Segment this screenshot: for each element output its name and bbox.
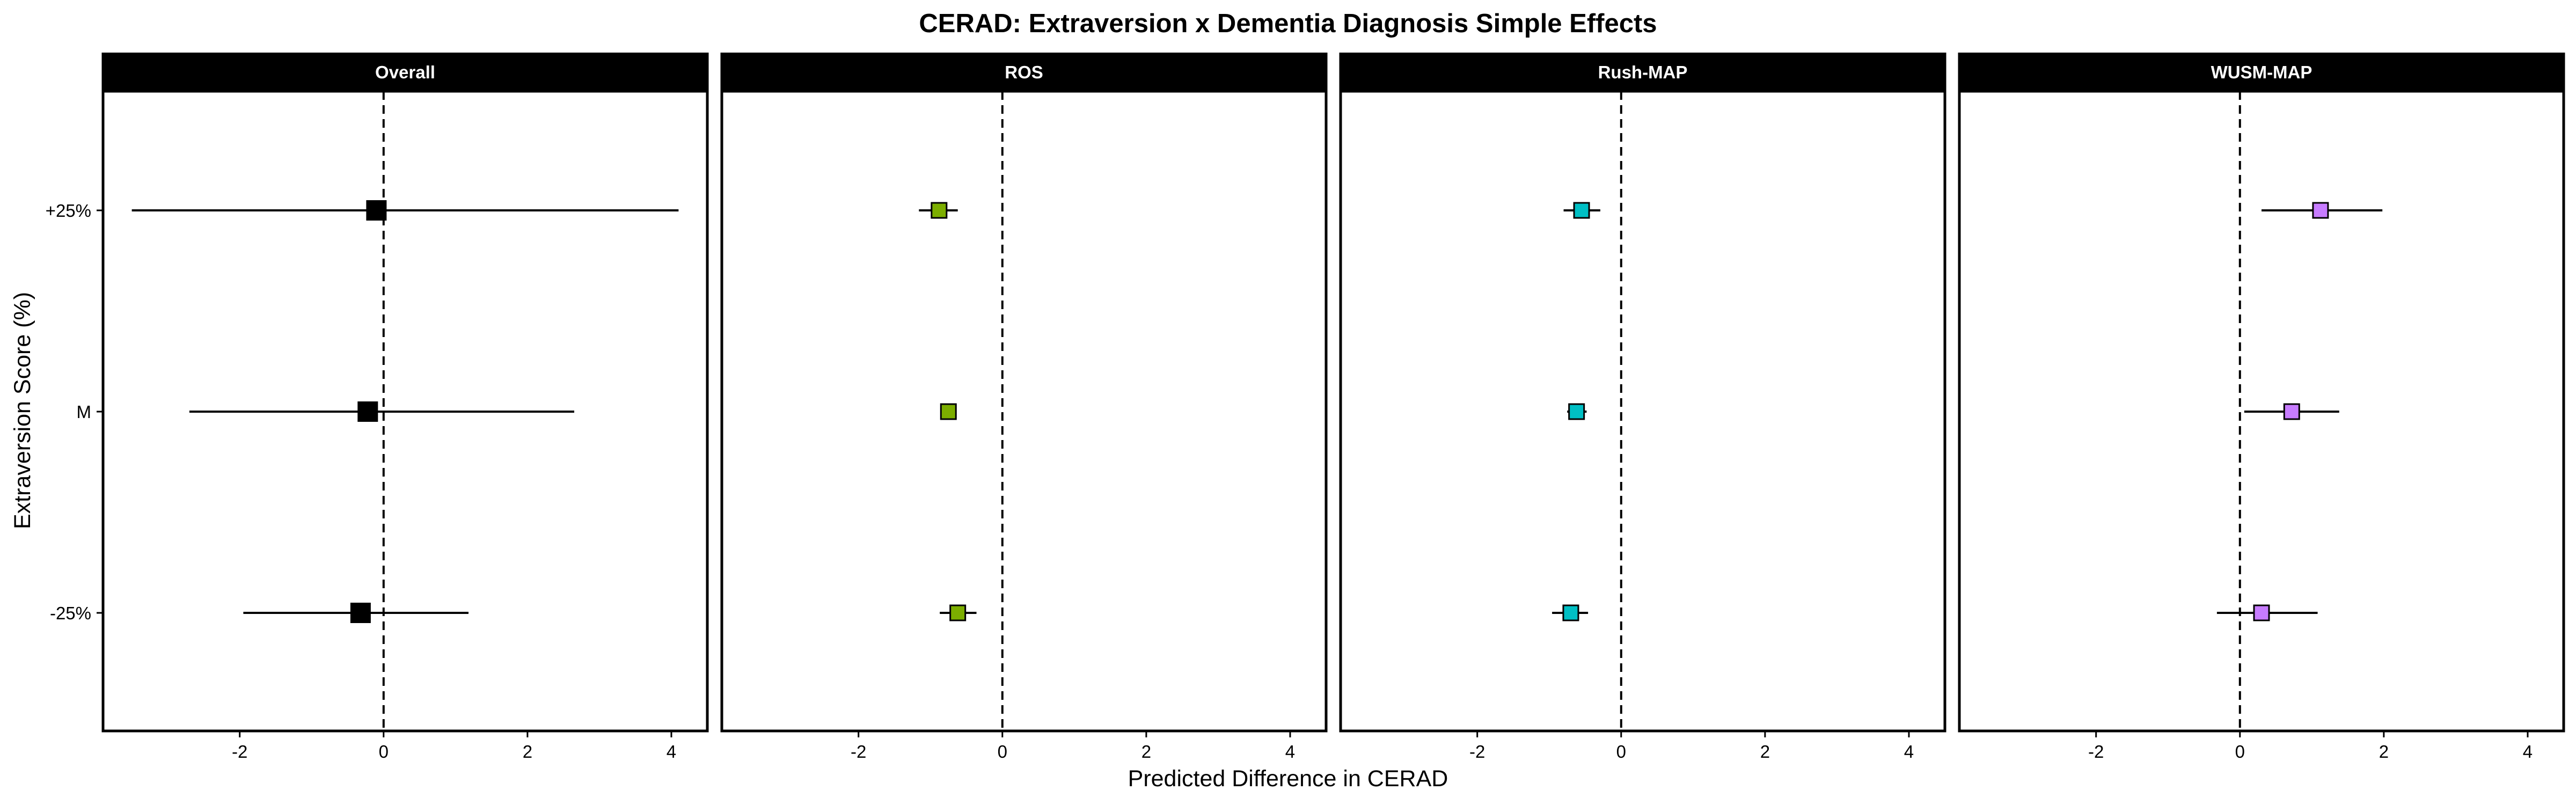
point-rush-map-m — [1567, 403, 1587, 420]
estimate-marker — [366, 200, 387, 221]
estimate-marker — [2253, 604, 2270, 621]
x-tick-label: 4 — [2523, 742, 2533, 762]
x-tick-label: 4 — [1904, 742, 1914, 762]
y-axis: +25% M -25% — [46, 201, 103, 623]
point-rush-map-plus-25 — [1563, 202, 1600, 219]
point-wusm-map-plus-25 — [2262, 202, 2383, 219]
estimate-marker — [357, 401, 378, 422]
x-tick-label: 2 — [1760, 742, 1770, 762]
estimate-marker — [2312, 202, 2329, 219]
estimate-marker — [1573, 202, 1590, 219]
y-tick-label: M — [77, 402, 92, 422]
point-overall-minus-25 — [243, 603, 469, 623]
strip-wusm-map — [1958, 53, 2565, 91]
y-axis-title: Extraversion Score (%) — [10, 292, 35, 529]
point-ros-plus-25 — [919, 202, 958, 219]
y-tick-label: +25% — [46, 201, 91, 221]
x-tick-label: -2 — [851, 742, 866, 762]
estimate-marker — [940, 403, 957, 420]
x-tick-label: 0 — [2235, 742, 2245, 762]
x-tick-label: 4 — [667, 742, 676, 762]
x-tick-label: 2 — [1141, 742, 1151, 762]
point-rush-map-minus-25 — [1552, 604, 1589, 621]
panel-border — [1339, 90, 1946, 733]
chart-title: CERAD: Extraversion x Dementia Diagnosis… — [919, 9, 1657, 38]
panel-rush-map: Rush-MAP -2 0 2 4 — [1339, 53, 1946, 762]
estimate-marker — [350, 603, 371, 623]
point-ros-m — [940, 403, 957, 420]
point-wusm-map-minus-25 — [2216, 604, 2318, 621]
strip-label-rush-map: Rush-MAP — [1598, 62, 1688, 82]
point-overall-plus-25 — [131, 200, 679, 221]
x-tick-label: -2 — [232, 742, 247, 762]
x-tick-label: 0 — [998, 742, 1007, 762]
point-ros-minus-25 — [940, 604, 977, 621]
panel-overall: Overall -2 0 2 4 — [101, 53, 709, 762]
point-overall-m — [189, 401, 575, 422]
strip-overall — [101, 53, 709, 91]
estimate-marker — [1568, 403, 1585, 420]
x-tick-label: 2 — [2379, 742, 2389, 762]
x-tick-label: 2 — [523, 742, 532, 762]
strip-label-wusm-map: WUSM-MAP — [2211, 62, 2312, 82]
estimate-marker — [949, 604, 967, 621]
strip-label-overall: Overall — [375, 62, 435, 82]
x-tick-label: 4 — [1285, 742, 1295, 762]
strip-label-ros: ROS — [1005, 62, 1043, 82]
x-tick-label: 0 — [379, 742, 389, 762]
x-tick-label: 0 — [1616, 742, 1626, 762]
strip-rush-map — [1339, 53, 1946, 91]
panel-ros: ROS -2 0 2 4 — [720, 53, 1328, 762]
estimate-marker — [1562, 604, 1579, 621]
y-tick-label: -25% — [50, 603, 91, 623]
x-tick-label: -2 — [1469, 742, 1485, 762]
strip-ros — [720, 53, 1328, 91]
point-wusm-map-m — [2244, 403, 2339, 420]
x-axis-title: Predicted Difference in CERAD — [1128, 766, 1448, 792]
panel-wusm-map: WUSM-MAP -2 0 2 4 — [1958, 53, 2565, 762]
panel-border — [720, 90, 1328, 733]
x-tick-label: -2 — [2088, 742, 2104, 762]
estimate-marker — [931, 202, 948, 219]
estimate-marker — [2283, 403, 2300, 420]
